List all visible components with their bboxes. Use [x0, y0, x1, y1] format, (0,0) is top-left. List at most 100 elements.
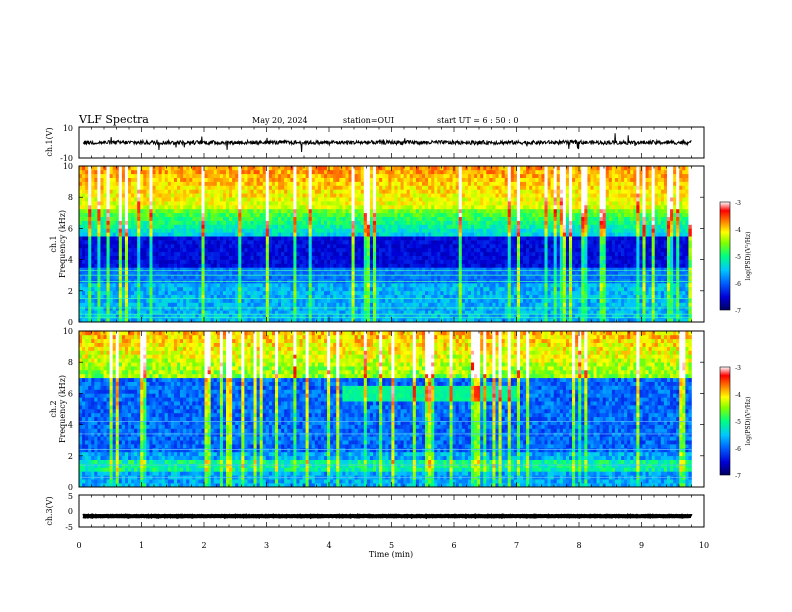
spectrogram-cell: [357, 228, 362, 233]
spectrogram-cell: [271, 298, 276, 303]
spectrogram-cell: [195, 255, 199, 260]
spectrogram-cell: [284, 286, 288, 292]
spectrogram-cell: [232, 208, 236, 214]
spectrogram-cell: [106, 236, 110, 241]
spectrogram-cell: [250, 236, 254, 241]
spectrogram-cell: [121, 189, 126, 194]
spectrogram-cell: [146, 286, 150, 292]
spectrogram-cell: [314, 275, 319, 280]
spectrogram-cell: [327, 275, 331, 280]
spectrogram-cell: [348, 247, 352, 253]
spectrogram-cell: [330, 208, 334, 214]
spectrogram-cell: [192, 247, 196, 253]
spectrogram-cell: [128, 244, 132, 249]
spectrogram-cell: [281, 240, 285, 245]
spectrogram-cell: [88, 240, 92, 245]
spectrogram-cell: [201, 255, 205, 260]
spectrogram-cell: [103, 169, 107, 175]
spectrogram-cell: [354, 294, 358, 299]
spectrogram-cell: [415, 236, 420, 241]
spectrogram-cell: [173, 310, 178, 315]
spectrogram-cell: [259, 197, 264, 202]
spectrogram-cell: [140, 271, 144, 276]
spectrogram-cell: [241, 232, 245, 237]
spectrogram-cell: [238, 216, 242, 221]
spectrogram-cell: [82, 220, 86, 225]
spectrogram-cell: [210, 290, 215, 295]
spectrogram-cell: [186, 271, 190, 276]
spectrogram-cell: [118, 263, 123, 268]
spectrogram-cell: [302, 173, 306, 178]
spectrogram-cell: [278, 205, 282, 210]
spectrogram-cell: [103, 177, 107, 182]
spectrogram-cell: [400, 236, 404, 241]
spectrogram-cell: [290, 271, 294, 276]
spectrogram-cell: [333, 244, 337, 249]
spectrogram-cell: [391, 255, 395, 260]
spectrogram-cell: [146, 205, 150, 210]
spectrogram-cell: [82, 166, 86, 171]
spectrogram-cell: [434, 185, 438, 190]
spectrogram-cell: [342, 267, 346, 272]
spectrogram-cell: [320, 189, 325, 194]
spectrogram-cell: [345, 318, 349, 323]
spectrogram-cell: [226, 185, 230, 190]
spectrogram-cell: [327, 310, 331, 315]
spectrogram-cell: [415, 259, 420, 264]
spectrogram-cell: [351, 247, 355, 253]
spectrogram-cell: [210, 263, 215, 268]
spectrogram-cell: [385, 275, 389, 280]
spectrogram-cell: [351, 236, 355, 241]
spectrogram-cell: [339, 208, 343, 214]
spectrogram-cell: [241, 216, 245, 221]
spectrogram-cell: [296, 310, 300, 315]
spectrogram-cell: [281, 169, 285, 175]
spectrogram-cell: [118, 208, 123, 214]
spectrogram-cell: [342, 298, 346, 303]
spectrogram-cell: [422, 314, 426, 319]
spectrogram-cell: [360, 310, 365, 315]
spectrogram-cell: [418, 302, 423, 307]
spectrogram-cell: [241, 275, 245, 280]
spectrogram-cell: [232, 314, 236, 319]
spectrogram-cell: [204, 166, 208, 171]
spectrogram-cell: [330, 177, 334, 182]
spectrogram-cell: [213, 181, 218, 186]
spectrogram-cell: [173, 236, 178, 241]
spectrogram-cell: [330, 275, 334, 280]
spectrogram-cell: [109, 197, 113, 202]
spectrogram-cell: [293, 283, 297, 288]
spectrogram-cell: [299, 232, 303, 237]
spectrogram-cell: [244, 181, 248, 186]
spectrogram-cell: [339, 228, 343, 233]
spectrogram-cell: [97, 205, 101, 210]
spectrogram-cell: [376, 298, 380, 303]
spectrogram-cell: [327, 283, 331, 288]
spectrogram-cell: [275, 185, 279, 190]
spectrogram-cell: [173, 244, 178, 249]
spectrogram-cell: [82, 306, 86, 311]
spectrogram-cell: [354, 208, 358, 214]
spectrogram-cell: [128, 216, 132, 221]
spectrogram-cell: [348, 201, 352, 206]
spectrogram-cell: [308, 255, 313, 260]
spectrogram-cell: [400, 244, 404, 249]
spectrogram-cell: [140, 244, 144, 249]
spectrogram-cell: [400, 169, 404, 175]
spectrogram-cell: [287, 310, 291, 315]
spectrogram-cell: [118, 201, 123, 206]
spectrogram-cell: [449, 228, 453, 233]
spectrogram-cell: [94, 185, 98, 190]
spectrogram-cell: [201, 290, 205, 295]
spectrogram-cell: [216, 255, 221, 260]
spectrogram-cell: [85, 286, 89, 292]
spectrogram-cell: [431, 318, 435, 323]
spectrogram-cell: [244, 310, 248, 315]
spectrogram-cell: [275, 247, 279, 253]
spectrogram-cell: [351, 314, 355, 319]
spectrogram-cell: [91, 205, 95, 210]
spectrogram-cell: [158, 298, 162, 303]
spectrogram-cell: [339, 177, 343, 182]
spectrogram-cell: [241, 212, 245, 217]
spectrogram-cell: [207, 166, 211, 171]
